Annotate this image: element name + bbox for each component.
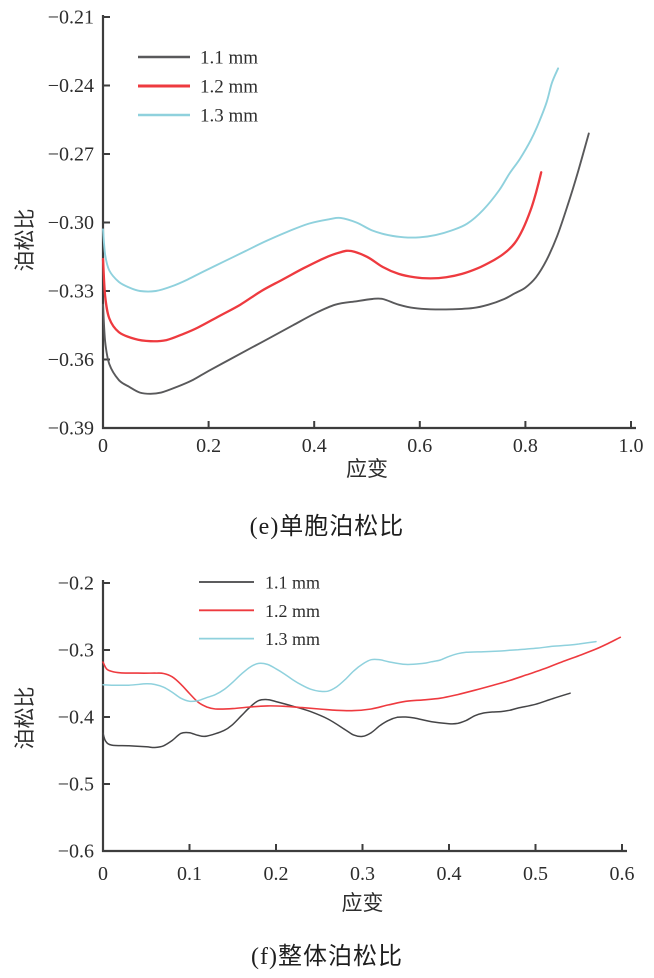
legend-label-1.3mm: 1.3 mm — [200, 106, 258, 127]
series-curve-1.3mm — [102, 67, 560, 293]
legend-label-1.2mm: 1.2 mm — [200, 77, 258, 98]
y-tick-label: −0.2 — [58, 573, 94, 595]
y-tick-label: −0.36 — [48, 349, 94, 371]
x-tick-label: 0.6 — [407, 435, 432, 457]
series-curve-1.1mm — [102, 692, 571, 749]
x-tick-label: 0.1 — [177, 863, 202, 885]
y-tick-label: −0.6 — [58, 841, 94, 863]
x-axis-title: 应变 — [346, 457, 388, 481]
y-tick-label: −0.27 — [48, 144, 94, 166]
caption-subplot-e: (e)单胞泊松比 — [249, 514, 405, 540]
y-tick-label: −0.24 — [48, 75, 94, 97]
x-tick-label: 0.5 — [523, 863, 548, 885]
series-curve-1.2mm — [102, 636, 622, 712]
x-axis-title: 应变 — [342, 891, 384, 915]
y-tick-label: −0.21 — [48, 7, 94, 29]
x-tick-label: 0 — [98, 863, 108, 885]
x-tick-label: 0.4 — [302, 435, 327, 457]
series-curve-1.3mm — [102, 640, 597, 703]
x-tick-label: 0.2 — [196, 435, 221, 457]
y-tick-label: −0.33 — [48, 281, 94, 303]
legend-label-1.1mm: 1.1 mm — [200, 48, 258, 69]
legend-label-1.2mm: 1.2 mm — [265, 601, 320, 621]
x-tick-label: 0.2 — [264, 863, 289, 885]
x-tick-label: 0.3 — [350, 863, 375, 885]
x-tick-label: 1.0 — [619, 435, 644, 457]
y-tick-label: −0.3 — [58, 640, 94, 662]
legend-label-1.3mm: 1.3 mm — [265, 629, 320, 649]
x-tick-label: 0.4 — [437, 863, 462, 885]
legend-label-1.1mm: 1.1 mm — [265, 573, 320, 593]
y-tick-label: −0.4 — [58, 707, 94, 729]
y-axis-title: 泊松比 — [13, 687, 37, 750]
caption-subplot-f: (f)整体泊松比 — [251, 944, 403, 970]
y-tick-label: −0.30 — [48, 212, 94, 234]
series-curve-1.1mm — [102, 132, 590, 395]
series-curve-1.2mm — [101, 171, 543, 343]
x-tick-label: 0.6 — [610, 863, 635, 885]
y-tick-label: −0.39 — [48, 418, 94, 440]
y-axis-title: 泊松比 — [13, 209, 37, 272]
x-tick-label: 0.8 — [513, 435, 538, 457]
y-tick-label: −0.5 — [58, 774, 94, 796]
x-tick-label: 0 — [98, 435, 108, 457]
